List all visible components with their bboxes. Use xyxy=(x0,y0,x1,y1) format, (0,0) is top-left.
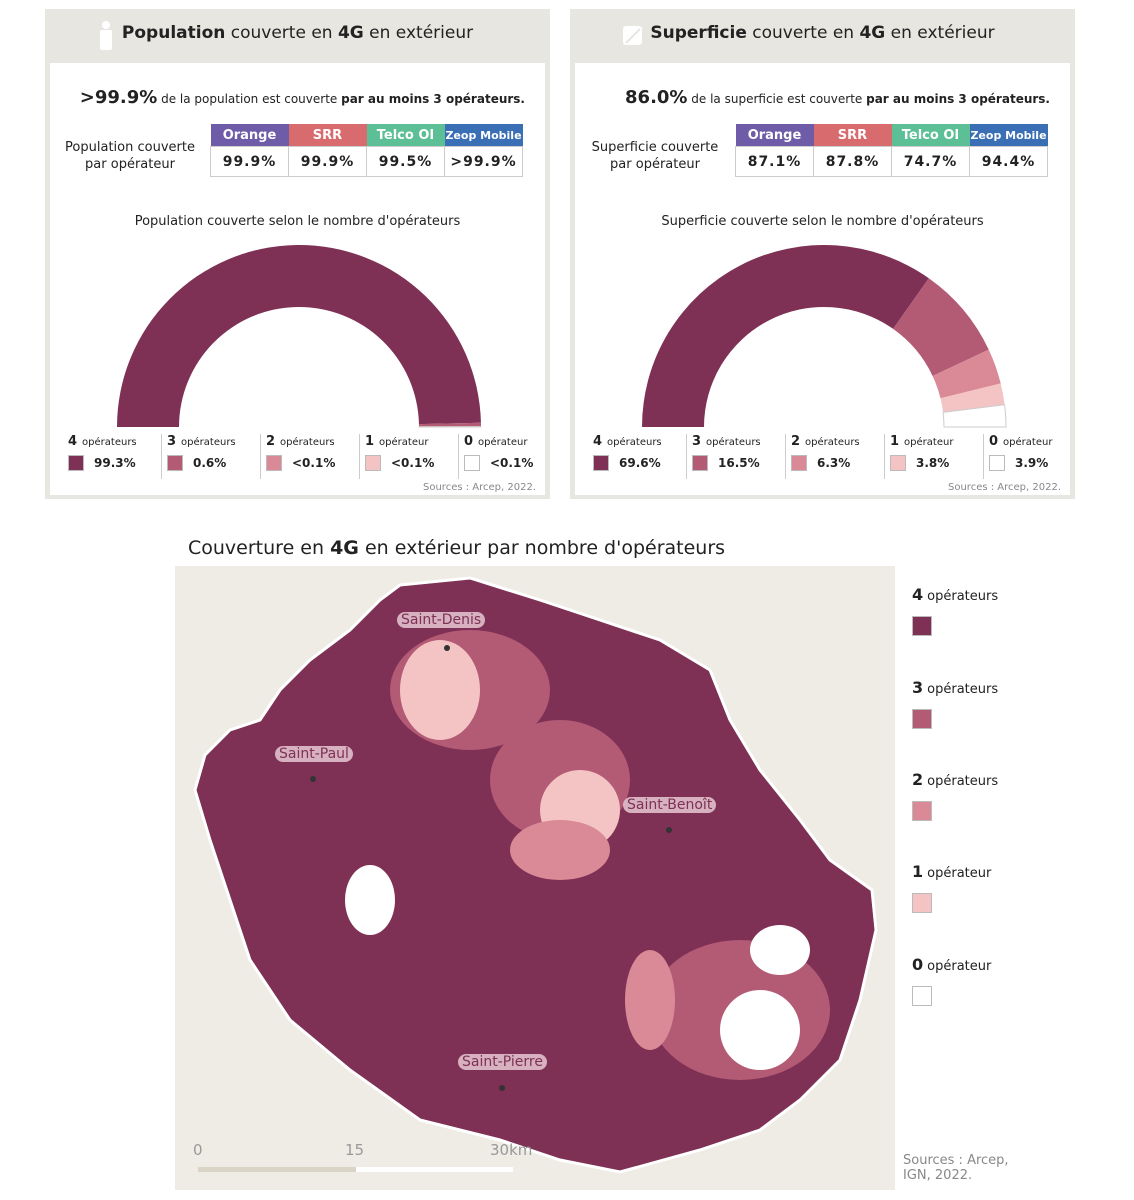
chart-legend: 4 opérateurs 99.3% 3 opérateurs 0.6% 2 opérateu… xyxy=(63,434,557,479)
source: Sources : Arcep, 2022. xyxy=(423,482,536,493)
headline: >99.9% de la population est couverte par… xyxy=(79,87,525,108)
donut-segment-4 xyxy=(116,244,481,427)
panel-title: Population couverte en 4G en extérieur xyxy=(121,23,474,43)
legend-value: 99.3% xyxy=(94,456,136,470)
area-icon xyxy=(622,21,642,51)
town-label: Saint-Paul xyxy=(275,746,353,762)
legend-item: 1 opérateur 3.8% xyxy=(885,434,984,479)
operator-value: 87.1% xyxy=(735,146,814,177)
legend-item: 3 opérateurs 16.5% xyxy=(687,434,786,479)
legend-value: <0.1% xyxy=(292,456,336,470)
operator-value: 99.9% xyxy=(288,146,367,177)
legend-item: 4 opérateurs 99.3% xyxy=(63,434,162,479)
map-source: Sources : Arcep, IGN, 2022. xyxy=(903,1153,1009,1183)
town-label: Saint-Benoît xyxy=(623,797,717,813)
operator-value: 94.4% xyxy=(969,146,1048,177)
map-legend-item: 3 opérateurs xyxy=(912,678,998,729)
legend-item: 2 opérateurs <0.1% xyxy=(261,434,360,479)
donut-segment-1 xyxy=(940,383,1005,413)
legend-value: <0.1% xyxy=(391,456,435,470)
operator-value: 99.9% xyxy=(210,146,289,177)
legend-value: 6.3% xyxy=(817,456,851,470)
half-donut-chart xyxy=(642,244,1007,428)
legend-item: 3 opérateurs 0.6% xyxy=(162,434,261,479)
legend-value: <0.1% xyxy=(490,456,534,470)
legend-value: 16.5% xyxy=(718,456,760,470)
map-title-b: 4G xyxy=(330,537,359,559)
legend-value: 3.8% xyxy=(916,456,950,470)
donut-segment-3 xyxy=(893,278,989,376)
panel-1: Superficie couverte en 4G en extérieur 8… xyxy=(570,9,1075,499)
person-icon xyxy=(97,21,115,51)
operator-table: Orange SRR Telco OI Zeop Mobile 87.1% 87.8% 7… xyxy=(735,124,1048,177)
operator-header: Zeop Mobile xyxy=(444,124,523,147)
operator-header: Orange xyxy=(210,124,289,147)
donut-segment-2 xyxy=(932,349,1001,399)
scale-label: 0 xyxy=(193,1141,203,1159)
chart-legend: 4 opérateurs 69.6% 3 opérateurs 16.5% 2 opérate… xyxy=(588,434,1082,479)
legend-item: 4 opérateurs 69.6% xyxy=(588,434,687,479)
town-label: Saint-Denis xyxy=(397,612,486,628)
operator-header: SRR xyxy=(813,124,892,147)
operator-header: Telco OI xyxy=(891,124,970,147)
operator-header: Orange xyxy=(735,124,814,147)
legend-value: 69.6% xyxy=(619,456,661,470)
table-label: Superficie couverte par opérateur xyxy=(591,140,719,172)
town-label: Saint-Pierre xyxy=(458,1054,547,1070)
legend-value: 0.6% xyxy=(193,456,227,470)
legend-item: 2 opérateurs 6.3% xyxy=(786,434,885,479)
source: Sources : Arcep, 2022. xyxy=(948,482,1061,493)
legend-value: 3.9% xyxy=(1015,456,1049,470)
operator-value: 87.8% xyxy=(813,146,892,177)
panel-0: Population couverte en 4G en extérieur >… xyxy=(45,9,550,499)
half-donut-chart xyxy=(116,244,482,428)
operator-value: 74.7% xyxy=(891,146,970,177)
donut-segment-0 xyxy=(942,404,1007,428)
chart-title: Superficie couverte selon le nombre d'op… xyxy=(661,214,984,229)
operator-value: 99.5% xyxy=(366,146,445,177)
map-title-c: en extérieur par nombre d'opérateurs xyxy=(358,537,726,559)
scale-label: 15 xyxy=(345,1141,365,1159)
map-legend-item: 1 opérateur xyxy=(912,862,991,913)
scale-label: 30km xyxy=(490,1141,533,1159)
legend-item: 1 opérateur <0.1% xyxy=(360,434,459,479)
operator-value: >99.9% xyxy=(444,146,523,177)
map-legend-item: 0 opérateur xyxy=(912,955,991,1006)
donut-segment-4 xyxy=(642,244,929,427)
map-legend-item: 2 opérateurs xyxy=(912,770,998,821)
coverage-map: Saint-Denis Saint-Paul Saint-Benoît Sain… xyxy=(175,566,895,1190)
map-title-a: Couverture en xyxy=(188,537,331,559)
legend-item: 0 opérateur 3.9% xyxy=(989,434,1053,471)
legend-item: 0 opérateur <0.1% xyxy=(464,434,534,471)
scale-bar xyxy=(198,1167,513,1172)
panel-title: Superficie couverte en 4G en extérieur xyxy=(650,23,995,43)
operator-table: Orange SRR Telco OI Zeop Mobile 99.9% 99.9% 9… xyxy=(210,124,523,177)
table-label: Population couverte par opérateur xyxy=(65,140,195,172)
headline: 86.0% de la superficie est couverte par … xyxy=(625,87,1050,108)
operator-header: Zeop Mobile xyxy=(969,124,1048,147)
coverage-patches xyxy=(345,630,830,1080)
operator-header: Telco OI xyxy=(366,124,445,147)
map-legend-item: 4 opérateurs xyxy=(912,585,998,636)
operator-header: SRR xyxy=(288,124,367,147)
island-map xyxy=(193,576,878,1174)
map-title: Couverture en 4G en extérieur par nombre… xyxy=(188,537,725,559)
donut-segment-3 xyxy=(418,422,481,427)
chart-title: Population couverte selon le nombre d'op… xyxy=(134,214,461,229)
